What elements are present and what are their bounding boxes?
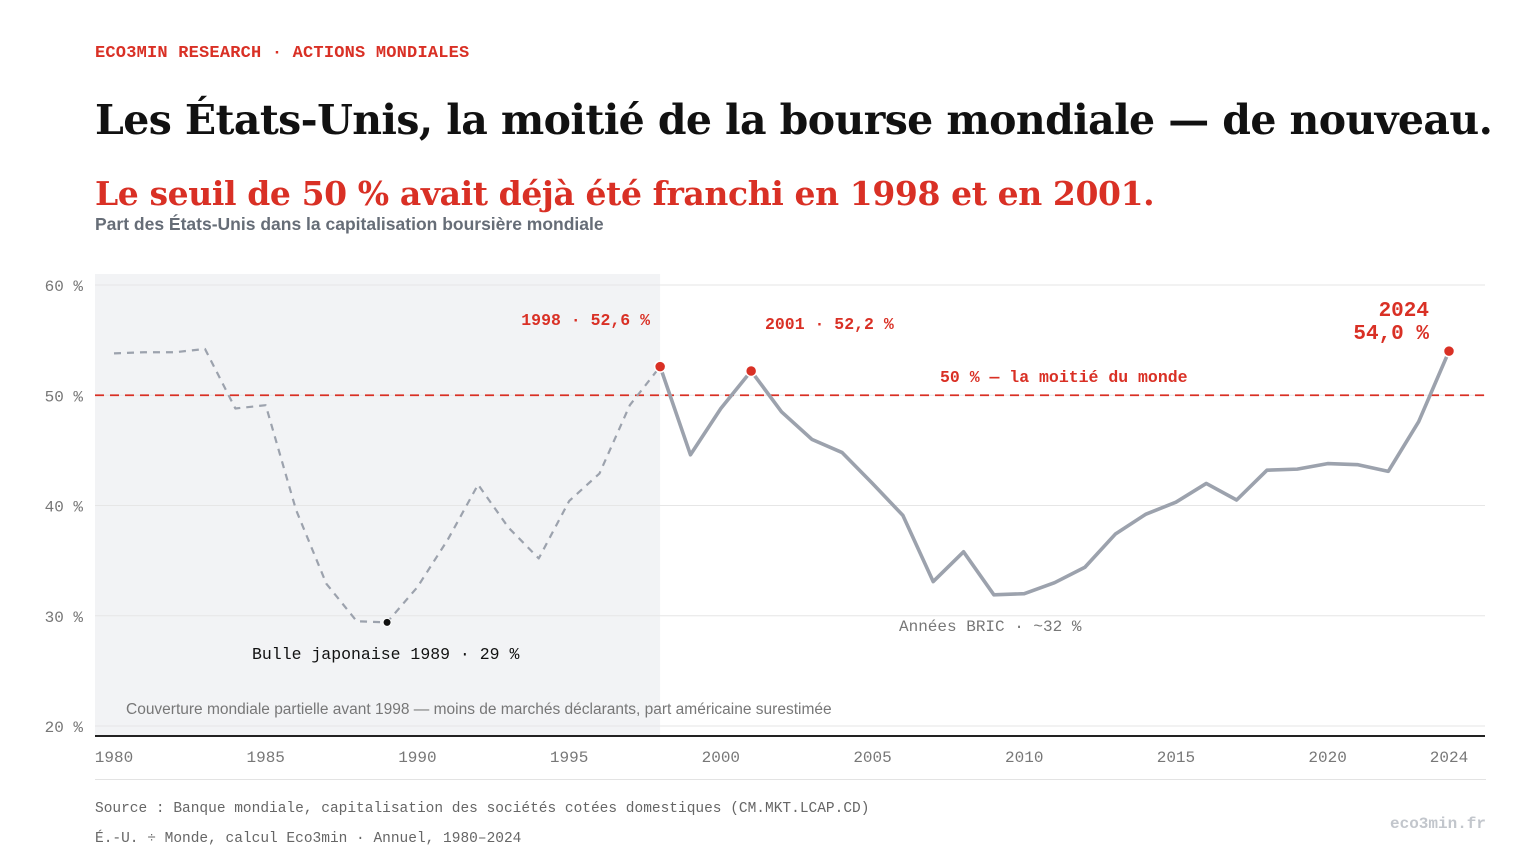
highlight-point-1989 — [382, 617, 392, 627]
chart-title: Les États-Unis, la moitié de la bourse m… — [95, 96, 1493, 144]
shaded-period-note: Couverture mondiale partielle avant 1998… — [126, 701, 832, 718]
y-tick-label: 50 % — [45, 388, 84, 406]
chart-subtitle: Le seuil de 50 % avait déjà été franchi … — [95, 174, 1155, 213]
annotation-bric: Années BRIC · ~32 % — [899, 618, 1082, 636]
x-tick-label: 2010 — [1005, 749, 1043, 767]
x-tick-label: 2024 — [1430, 749, 1468, 767]
highlight-label-2024-year: 2024 — [1379, 300, 1429, 323]
x-tick-label: 2005 — [853, 749, 891, 767]
x-tick-label: 2020 — [1308, 749, 1346, 767]
x-tick-label: 2000 — [702, 749, 740, 767]
highlight-point-1998 — [653, 360, 667, 373]
y-tick-label: 40 % — [45, 499, 84, 517]
x-tick-label: 1980 — [95, 749, 133, 767]
x-tick-label: 1990 — [398, 749, 436, 767]
highlight-label-2024-value: 54,0 % — [1353, 323, 1429, 346]
x-tick-label: 1995 — [550, 749, 588, 767]
kicker: ECO3MIN RESEARCH · ACTIONS MONDIALES — [95, 44, 470, 63]
y-tick-label: 20 % — [45, 719, 84, 737]
reference-line-label: 50 % — la moitié du monde — [940, 368, 1188, 387]
y-tick-label: 30 % — [45, 609, 84, 627]
series-line-solid — [658, 349, 1451, 597]
chart-dek: Part des États-Unis dans la capitalisati… — [95, 214, 604, 234]
x-tick-label: 2015 — [1157, 749, 1195, 767]
highlight-point-2001 — [744, 364, 758, 378]
y-tick-label: 60 % — [45, 278, 84, 296]
method-note: É.-U. ÷ Monde, calcul Eco3min · Annuel, … — [95, 831, 522, 847]
highlight-label-2001: 2001 · 52,2 % — [765, 315, 894, 334]
source-note: Source : Banque mondiale, capitalisation… — [95, 801, 870, 817]
x-tick-label: 1985 — [247, 749, 285, 767]
footer-divider — [95, 779, 1486, 780]
highlight-point-2024 — [1442, 344, 1456, 358]
brand-link[interactable]: eco3min.fr — [1389, 815, 1486, 833]
highlight-label-1998: 1998 · 52,6 % — [521, 311, 650, 330]
highlight-label-1989: Bulle japonaise 1989 · 29 % — [252, 645, 519, 664]
